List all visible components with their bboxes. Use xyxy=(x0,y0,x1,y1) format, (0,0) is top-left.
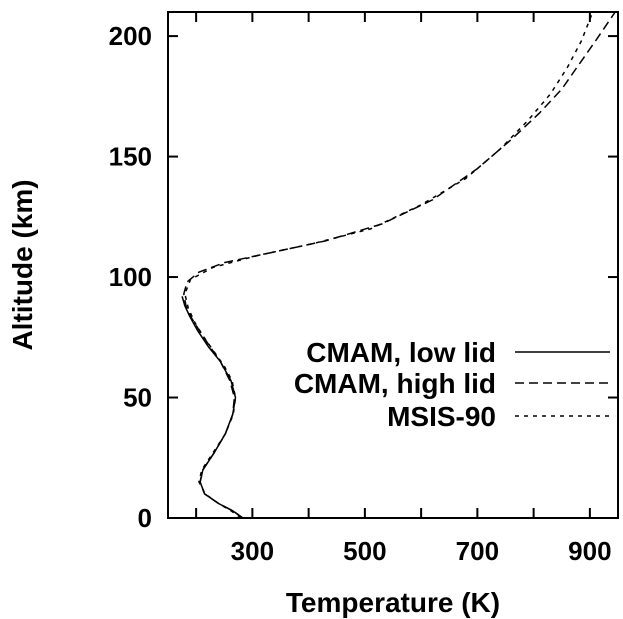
y-tick-label: 50 xyxy=(123,383,152,413)
y-tick-label: 0 xyxy=(138,503,152,533)
y-tick-label: 200 xyxy=(109,21,152,51)
series-line-dashed xyxy=(183,11,616,519)
x-tick-label: 700 xyxy=(456,536,499,566)
series-line-dotted xyxy=(184,11,594,519)
axis-ticks: 300 500 700 900 0 50 100 150 200 xyxy=(109,12,618,566)
x-axis-title: Temperature (K) xyxy=(286,587,500,618)
y-tick-label: 100 xyxy=(109,262,152,292)
legend-label: CMAM, low lid xyxy=(306,337,496,368)
legend-label: CMAM, high lid xyxy=(294,368,496,399)
x-tick-label: 300 xyxy=(231,536,274,566)
x-tick-label: 900 xyxy=(568,536,611,566)
series-lines xyxy=(181,11,616,519)
y-tick-label: 150 xyxy=(109,142,152,172)
plot-frame xyxy=(167,11,619,519)
legend-label: MSIS-90 xyxy=(387,401,496,432)
x-tick-label: 500 xyxy=(343,536,386,566)
y-axis-title: Altitude (km) xyxy=(7,179,38,350)
